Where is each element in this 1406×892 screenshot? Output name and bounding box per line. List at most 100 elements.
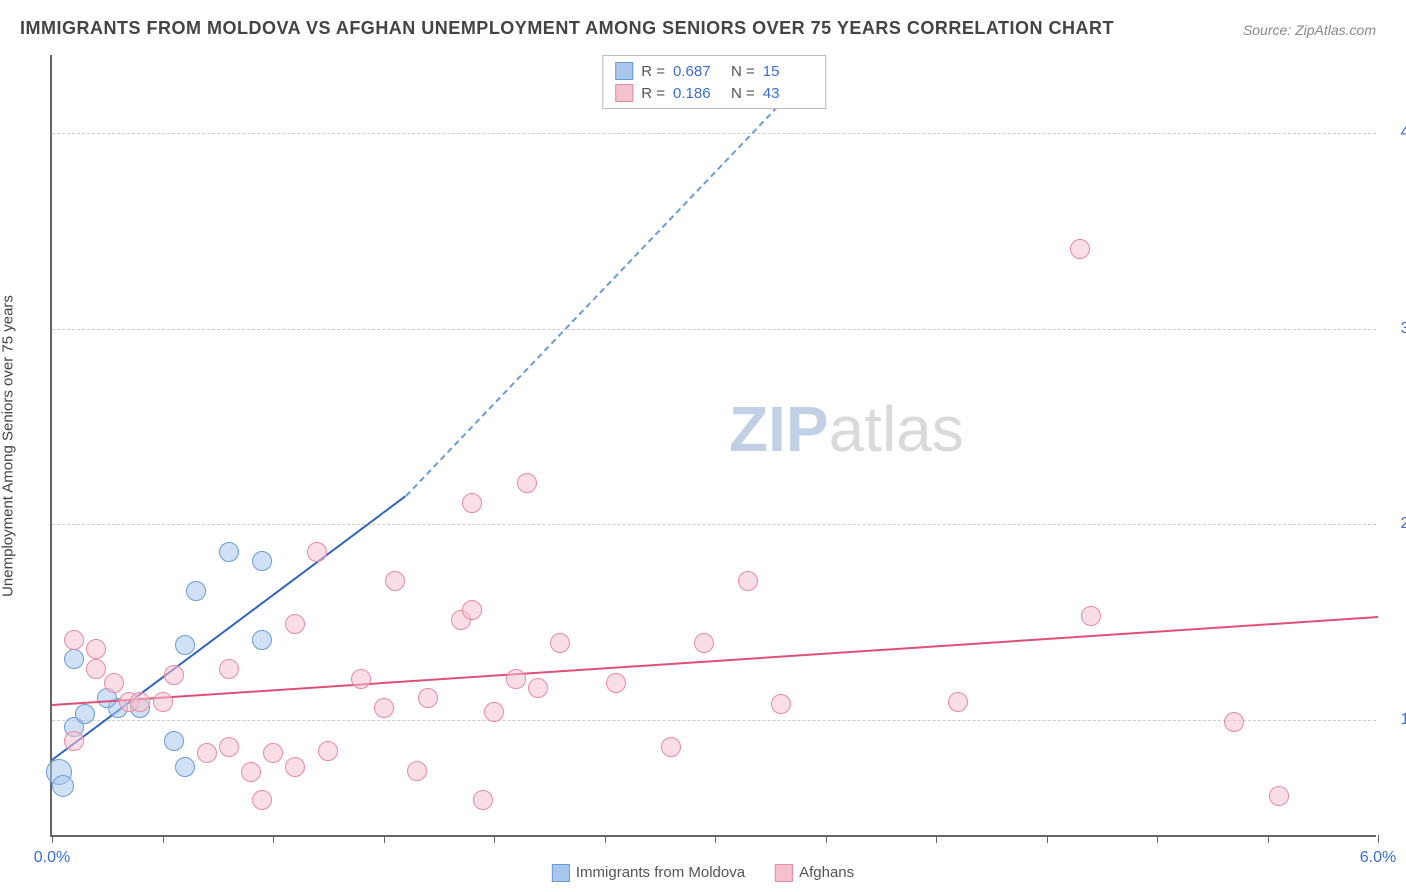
x-tick: [384, 835, 385, 843]
data-point: [462, 600, 482, 620]
legend-swatch: [775, 864, 793, 882]
data-point: [252, 551, 272, 571]
x-tick: [52, 835, 53, 843]
data-point: [252, 790, 272, 810]
legend-n-label: N =: [731, 63, 755, 80]
x-tick: [1378, 835, 1379, 843]
x-tick: [605, 835, 606, 843]
data-point: [175, 635, 195, 655]
legend-row: R = 0.186 N = 43: [615, 82, 813, 104]
data-point: [175, 757, 195, 777]
data-point: [374, 698, 394, 718]
trend-line-extrapolated: [405, 55, 826, 496]
data-point: [694, 633, 714, 653]
legend-n-label: N =: [731, 85, 755, 102]
legend-item: Immigrants from Moldova: [552, 864, 745, 882]
x-tick: [494, 835, 495, 843]
source-label: Source: ZipAtlas.com: [1243, 22, 1376, 38]
data-point: [86, 659, 106, 679]
chart-title: IMMIGRANTS FROM MOLDOVA VS AFGHAN UNEMPL…: [20, 18, 1114, 39]
legend-row: R = 0.687 N = 15: [615, 60, 813, 82]
data-point: [219, 737, 239, 757]
data-point: [252, 630, 272, 650]
series-legend: Immigrants from Moldova Afghans: [552, 864, 854, 882]
data-point: [528, 678, 548, 698]
x-tick: [936, 835, 937, 843]
data-point: [164, 665, 184, 685]
data-point: [484, 702, 504, 722]
data-point: [606, 673, 626, 693]
gridline: [52, 720, 1376, 721]
data-point: [285, 757, 305, 777]
y-tick-label: 10.0%: [1386, 711, 1406, 729]
x-tick: [273, 835, 274, 843]
data-point: [263, 743, 283, 763]
legend-item: Afghans: [775, 864, 854, 882]
legend-n-value: 15: [763, 63, 813, 80]
data-point: [1269, 786, 1289, 806]
gridline: [52, 524, 1376, 525]
data-point: [153, 692, 173, 712]
data-point: [385, 571, 405, 591]
data-point: [517, 473, 537, 493]
legend-swatch: [615, 84, 633, 102]
x-tick-label: 0.0%: [34, 849, 70, 867]
legend-label: Immigrants from Moldova: [576, 864, 745, 881]
legend-n-value: 43: [763, 85, 813, 102]
data-point: [241, 762, 261, 782]
legend-r-label: R =: [641, 63, 665, 80]
data-point: [948, 692, 968, 712]
data-point: [164, 731, 184, 751]
data-point: [64, 649, 84, 669]
legend-r-value: 0.687: [673, 63, 723, 80]
data-point: [550, 633, 570, 653]
data-point: [75, 704, 95, 724]
y-axis-label: Unemployment Among Seniors over 75 years: [0, 295, 17, 597]
x-tick: [715, 835, 716, 843]
data-point: [64, 630, 84, 650]
data-point: [130, 692, 150, 712]
data-point: [104, 673, 124, 693]
chart-plot-area: R =0.687N =15R =0.186N =43 ZIPatlas 10.0…: [50, 55, 1376, 837]
data-point: [738, 571, 758, 591]
data-point: [197, 743, 217, 763]
data-point: [771, 694, 791, 714]
gridline: [52, 133, 1376, 134]
data-point: [407, 761, 427, 781]
data-point: [473, 790, 493, 810]
legend-swatch: [615, 62, 633, 80]
data-point: [351, 669, 371, 689]
x-tick: [1157, 835, 1158, 843]
trend-line: [52, 616, 1378, 706]
trend-line: [51, 495, 406, 761]
data-point: [506, 669, 526, 689]
x-tick: [826, 835, 827, 843]
gridline: [52, 329, 1376, 330]
data-point: [318, 741, 338, 761]
x-tick: [163, 835, 164, 843]
data-point: [1070, 239, 1090, 259]
data-point: [52, 775, 74, 797]
legend-swatch: [552, 864, 570, 882]
legend-label: Afghans: [799, 864, 854, 881]
data-point: [1081, 606, 1101, 626]
data-point: [219, 542, 239, 562]
y-tick-label: 30.0%: [1386, 320, 1406, 338]
data-point: [64, 731, 84, 751]
data-point: [661, 737, 681, 757]
data-point: [1224, 712, 1244, 732]
legend-r-value: 0.186: [673, 85, 723, 102]
data-point: [462, 493, 482, 513]
data-point: [285, 614, 305, 634]
data-point: [86, 639, 106, 659]
x-tick-label: 6.0%: [1360, 849, 1396, 867]
watermark: ZIPatlas: [729, 392, 964, 466]
data-point: [418, 688, 438, 708]
data-point: [186, 581, 206, 601]
data-point: [307, 542, 327, 562]
x-tick: [1047, 835, 1048, 843]
legend-r-label: R =: [641, 85, 665, 102]
y-tick-label: 20.0%: [1386, 515, 1406, 533]
data-point: [219, 659, 239, 679]
y-tick-label: 40.0%: [1386, 124, 1406, 142]
